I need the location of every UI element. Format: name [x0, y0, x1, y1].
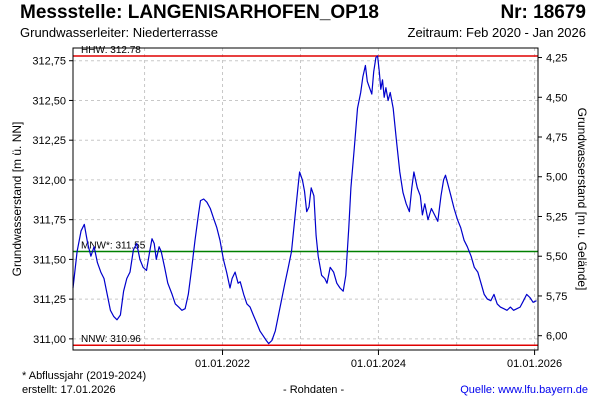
y-tick-label-right: 4,75	[546, 132, 567, 144]
reference-label: HHW: 312.78	[81, 45, 141, 56]
y-tick-label-left: 312,75	[32, 56, 66, 68]
reference-lines: HHW: 312.78 MNW*: 311.55 NNW: 310.96	[73, 45, 538, 346]
y-tick-label-left: 312,50	[32, 95, 66, 107]
y-tick-label-left: 311,50	[33, 254, 66, 266]
y-tick-label-right: 6,00	[546, 331, 567, 343]
station-title: Messstelle: LANGENISARHOFEN_OP18	[20, 2, 379, 23]
plot-frame	[72, 47, 539, 351]
y-tick-label-left: 311,75	[33, 215, 66, 227]
reference-label: NNW: 310.96	[81, 334, 141, 345]
y-tick-label-left: 312,00	[32, 175, 66, 187]
created-date: erstellt: 17.01.2026	[22, 384, 116, 396]
aquifer-label: Grundwasserleiter: Niederterrasse	[20, 25, 218, 40]
source-link[interactable]: Quelle: www.lfu.bayern.de	[460, 384, 588, 396]
y-axis-title-left: Grundwasserstand [m ü. NN]	[10, 122, 24, 277]
y-tick-label-left: 312,25	[32, 135, 66, 147]
water-year-note: * Abflussjahr (2019-2024)	[22, 370, 147, 382]
reference-label: MNW*: 311.55	[81, 240, 146, 251]
y-axis-title-right: Grundwasserstand [m u. Gelände]	[575, 108, 589, 291]
series-layer	[72, 55, 537, 345]
y-tick-label-left: 311,25	[33, 294, 66, 306]
y-tick-label-right: 5,50	[546, 251, 567, 263]
period-label: Zeitraum: Feb 2020 - Jan 2026	[407, 25, 587, 40]
y-tick-label-left: 311,00	[33, 334, 66, 346]
y-tick-label-right: 4,50	[546, 92, 567, 104]
y-tick-label-right: 5,00	[546, 172, 567, 184]
series-line	[72, 55, 537, 345]
raw-data-label: - Rohdaten -	[283, 384, 345, 396]
y-tick-label-right: 4,25	[546, 53, 567, 65]
y-tick-label-right: 5,75	[546, 291, 567, 303]
x-tick-label: 01.01.2022	[195, 358, 250, 370]
x-tick-label: 01.01.2026	[507, 358, 562, 370]
y-tick-label-right: 5,25	[546, 211, 567, 223]
station-number: Nr: 18679	[500, 2, 586, 23]
grid-layer	[73, 48, 538, 350]
tick-layer: 311,00 311,25 311,50 311,75 312,00 312,25 312,…	[32, 53, 567, 370]
x-tick-label: 01.01.2024	[351, 358, 406, 370]
